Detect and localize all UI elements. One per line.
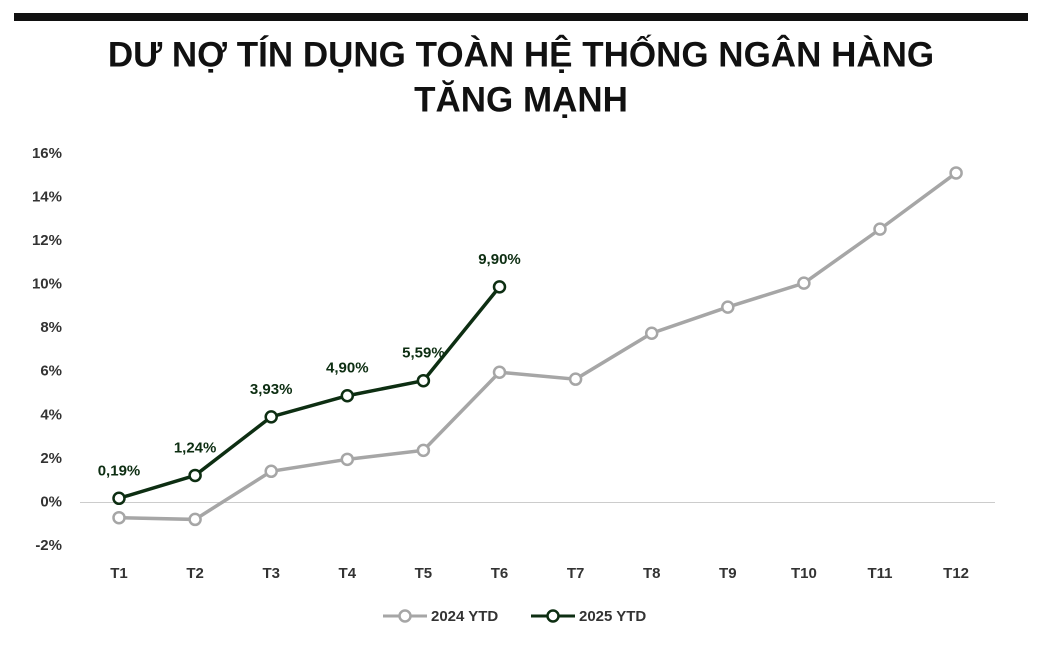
point (949, 166, 963, 180)
point (568, 372, 583, 386)
y-tick-label: 14% (32, 189, 62, 206)
value-label: 0,19% (98, 462, 141, 479)
y-tick-label: 12% (32, 232, 62, 249)
y-tick-label: 4% (40, 406, 62, 423)
legend-marker (398, 609, 412, 623)
y-tick-label: 10% (32, 276, 62, 293)
value-label: 5,59% (402, 345, 445, 362)
x-tick-label: T4 (339, 565, 357, 582)
y-tick-label: 16% (32, 145, 62, 162)
point (492, 365, 507, 379)
y-tick-label: -2% (35, 537, 62, 554)
point (873, 222, 887, 236)
point (416, 443, 431, 458)
point (492, 280, 507, 294)
x-tick-label: T10 (791, 565, 817, 582)
x-tick-label: T8 (643, 565, 661, 582)
x-tick-label: T6 (491, 565, 509, 582)
value-label: 3,93% (250, 381, 293, 398)
chart-title: DƯ NỢ TÍN DỤNG TOÀN HỆ THỐNG NGÂN HÀNG (108, 34, 934, 74)
legend-label: 2025 YTD (579, 608, 646, 625)
y-tick-label: 0% (40, 493, 62, 510)
value-label: 1,24% (174, 439, 217, 456)
point (721, 300, 735, 314)
chart-subtitle: TĂNG MẠNH (414, 80, 628, 119)
x-tick-label: T12 (943, 565, 969, 582)
series-line (118, 171, 958, 522)
x-tick-label: T1 (110, 565, 128, 582)
point (188, 468, 202, 483)
top-bar (14, 13, 1028, 21)
x-tick-label: T3 (262, 565, 280, 582)
point (112, 491, 126, 506)
point (112, 510, 126, 525)
value-label: 4,90% (326, 360, 369, 377)
y-tick-label: 8% (40, 319, 62, 336)
value-label: 9,90% (478, 251, 521, 268)
point (340, 452, 355, 467)
point (340, 388, 355, 403)
x-tick-label: T2 (186, 565, 204, 582)
point (416, 373, 431, 388)
legend-marker (546, 609, 560, 623)
point (264, 410, 278, 424)
point (264, 464, 278, 479)
x-tick-label: T5 (415, 565, 433, 582)
x-tick-label: T7 (567, 565, 585, 582)
x-tick-label: T11 (867, 565, 892, 582)
legend-label: 2024 YTD (431, 608, 498, 625)
point (188, 512, 202, 527)
x-tick-label: T9 (719, 565, 737, 582)
point (797, 276, 811, 290)
point (644, 326, 659, 340)
series-line (118, 285, 501, 500)
y-tick-label: 6% (40, 363, 62, 380)
y-tick-label: 2% (40, 450, 62, 467)
